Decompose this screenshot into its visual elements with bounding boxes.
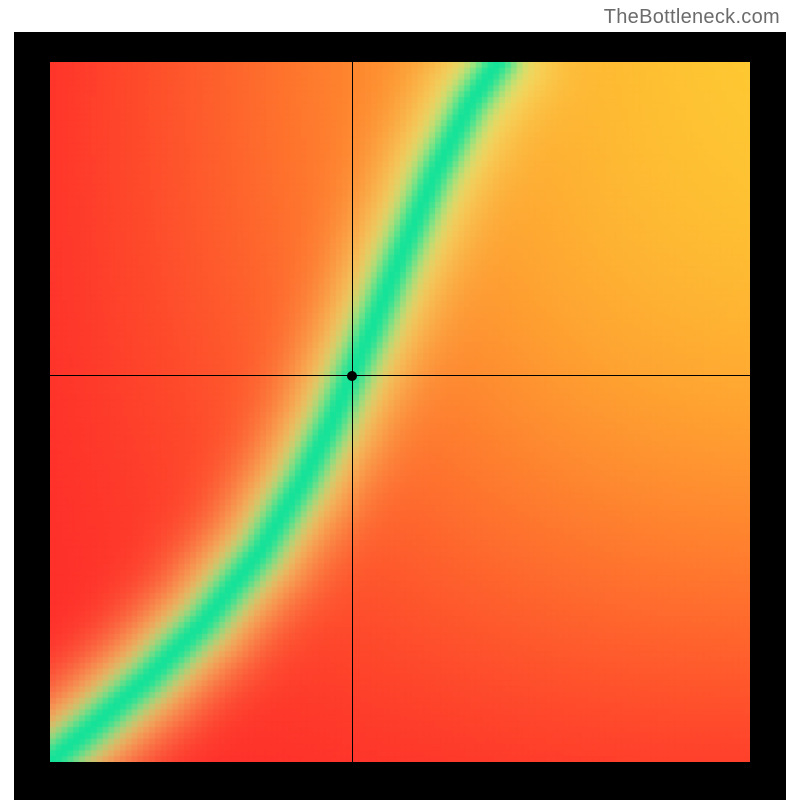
watermark-text: TheBottleneck.com <box>604 6 780 29</box>
crosshair-marker-dot <box>347 371 357 381</box>
crosshair-vertical <box>352 62 354 762</box>
bottleneck-heatmap <box>50 62 750 762</box>
crosshair-horizontal <box>50 375 750 377</box>
